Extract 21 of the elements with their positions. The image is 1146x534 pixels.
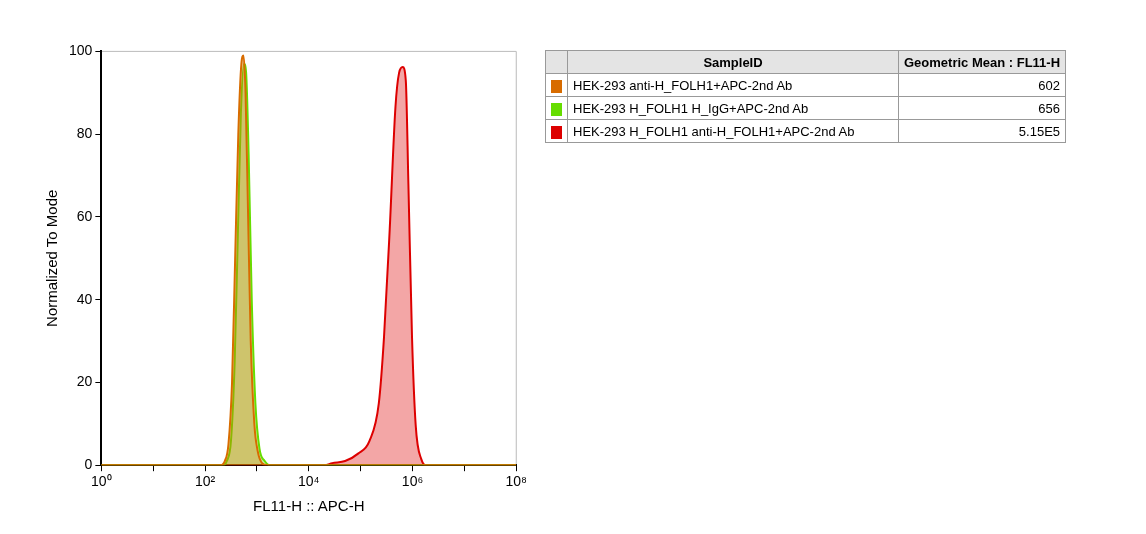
legend-label: HEK-293 H_FOLH1 H_IgG+APC-2nd Ab — [567, 96, 899, 120]
y-tick-label: 20 — [76, 373, 93, 390]
x-tick-label: 10⁰ — [91, 473, 112, 490]
x-axis-title: FL11-H :: APC-H — [253, 497, 365, 515]
text: Geometric Mean : FL11-H — [898, 50, 1066, 74]
legend-title: SampleID — [567, 50, 899, 74]
y-tick-label: 0 — [84, 456, 93, 473]
text: 602 — [898, 73, 1066, 97]
legend-label: HEK-293 H_FOLH1 anti-H_FOLH1+APC-2nd Ab — [567, 119, 899, 143]
y-tick-label: 40 — [76, 290, 93, 307]
x-tick-label: 10⁴ — [298, 473, 320, 490]
x-tick-label: 10⁸ — [505, 473, 528, 490]
x-tick-label: 10⁶ — [401, 473, 424, 490]
text: 656 — [898, 96, 1066, 120]
y-tick-label: 60 — [76, 207, 93, 224]
legend-label: HEK-293 anti-H_FOLH1+APC-2nd Ab — [567, 73, 899, 97]
text: 5.15E5 — [898, 119, 1066, 143]
y-axis-title: Normalized To Mode — [43, 189, 61, 327]
y-tick-label: 100 — [69, 42, 93, 59]
x-tick-label: 10² — [194, 473, 216, 490]
y-tick-label: 80 — [76, 125, 93, 142]
